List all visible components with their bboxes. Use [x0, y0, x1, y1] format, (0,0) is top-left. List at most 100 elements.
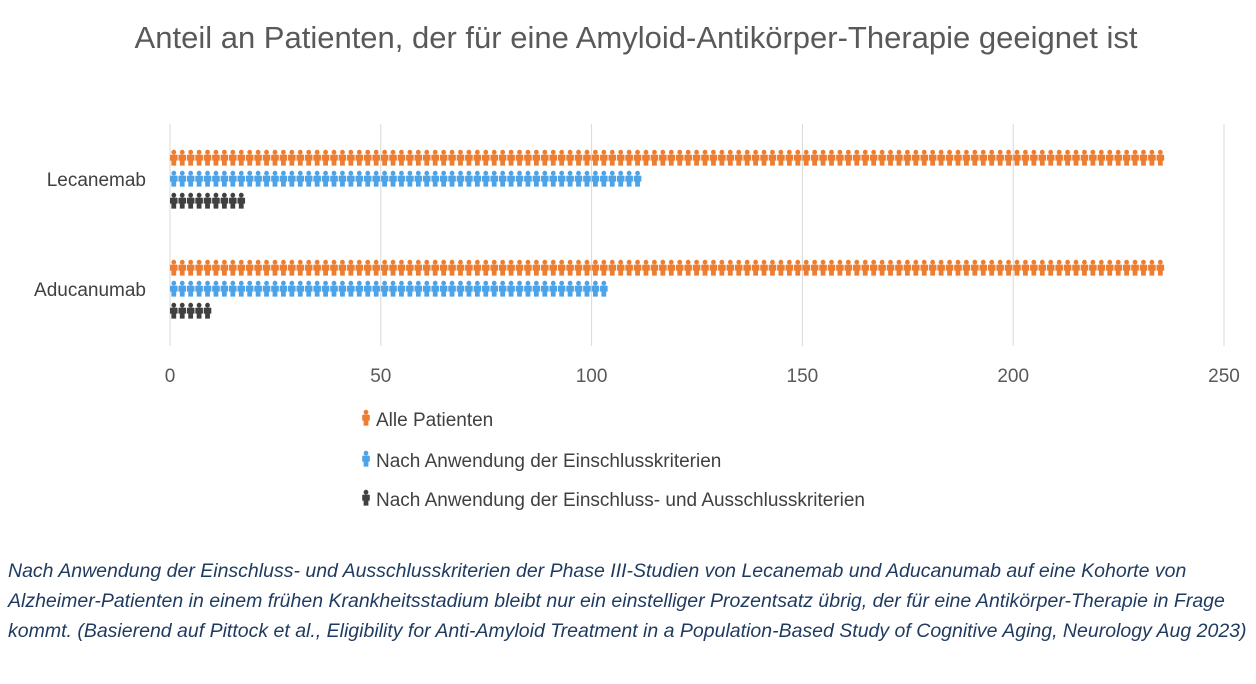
- gridlines: [169, 124, 1225, 346]
- person-icon: [212, 170, 220, 187]
- person-icon: [777, 259, 785, 276]
- person-icon: [338, 170, 347, 187]
- person-icon: [861, 149, 870, 166]
- person-icon: [920, 259, 929, 276]
- person-icon: [836, 149, 844, 166]
- person-icon: [195, 259, 203, 276]
- person-icon: [1063, 259, 1072, 276]
- person-icon: [245, 170, 254, 187]
- person-icon: [237, 280, 246, 297]
- person-icon: [313, 280, 321, 297]
- person-icon: [498, 170, 507, 187]
- person-icon: [254, 170, 262, 187]
- person-icon: [912, 149, 920, 166]
- x-axis: 0 50 100 150 200 250: [165, 366, 1240, 387]
- person-icon: [574, 170, 583, 187]
- person-icon: [869, 259, 878, 276]
- person-icon: [591, 280, 600, 297]
- person-icon: [625, 170, 633, 187]
- person-icon: [330, 170, 338, 187]
- person-icon: [448, 149, 456, 166]
- person-icon: [574, 259, 583, 276]
- person-icon: [650, 149, 659, 166]
- person-icon: [220, 170, 229, 187]
- person-icon: [591, 170, 600, 187]
- person-icon: [431, 280, 439, 297]
- person-icon: [288, 280, 296, 297]
- person-icon: [642, 259, 650, 276]
- person-icon: [296, 259, 305, 276]
- person-icon: [810, 149, 819, 166]
- person-icon: [490, 149, 499, 166]
- person-icon: [903, 149, 912, 166]
- person-icon: [473, 170, 482, 187]
- person-icon: [203, 170, 212, 187]
- person-icon: [456, 280, 465, 297]
- person-icon: [245, 280, 254, 297]
- person-icon: [288, 259, 296, 276]
- person-icon: [254, 149, 262, 166]
- person-icon: [279, 170, 288, 187]
- person-icon: [456, 149, 465, 166]
- person-icon: [616, 149, 625, 166]
- x-tick-label: 0: [165, 366, 176, 387]
- person-icon: [987, 259, 996, 276]
- person-icon: [262, 280, 271, 297]
- person-icon: [1030, 149, 1038, 166]
- person-icon: [675, 259, 684, 276]
- person-icon: [271, 149, 279, 166]
- person-icon: [481, 170, 490, 187]
- person-icon: [810, 259, 819, 276]
- legend-item: Nach Anwendung der Einschluss- und Aussc…: [362, 489, 865, 511]
- person-icon: [1046, 259, 1055, 276]
- person-icon: [886, 149, 895, 166]
- person-icon: [203, 192, 212, 209]
- person-icon: [971, 149, 979, 166]
- person-icon: [819, 149, 827, 166]
- person-icon: [507, 259, 515, 276]
- person-icon: [229, 259, 237, 276]
- person-icon: [389, 259, 397, 276]
- person-icon: [701, 149, 709, 166]
- person-icon: [541, 170, 549, 187]
- person-icon: [178, 302, 187, 319]
- person-icon: [245, 149, 254, 166]
- person-icon: [844, 149, 853, 166]
- person-icon: [355, 259, 364, 276]
- person-icon: [338, 149, 347, 166]
- person-icon: [271, 170, 279, 187]
- person-icon: [237, 259, 246, 276]
- person-icon: [304, 149, 313, 166]
- person-icon: [743, 259, 751, 276]
- person-icon: [313, 259, 321, 276]
- person-icon: [1097, 259, 1106, 276]
- person-icon: [498, 149, 507, 166]
- person-icon: [481, 149, 490, 166]
- person-icon: [971, 259, 979, 276]
- person-icon: [954, 259, 962, 276]
- person-icon: [793, 149, 802, 166]
- person-icon: [380, 149, 389, 166]
- person-icon: [515, 170, 524, 187]
- person-icon: [616, 259, 625, 276]
- person-icon: [212, 149, 220, 166]
- person-icon: [220, 149, 229, 166]
- person-icon: [583, 170, 591, 187]
- person-icon: [422, 170, 431, 187]
- person-icon: [566, 259, 574, 276]
- bar-aducanumab-series-1: [170, 259, 1165, 276]
- person-icon: [254, 280, 262, 297]
- person-icon: [1063, 149, 1072, 166]
- person-icon: [363, 259, 372, 276]
- person-icon: [448, 170, 456, 187]
- person-icon: [203, 302, 212, 319]
- person-icon: [557, 280, 566, 297]
- bar-lecanemab-series-3: [170, 192, 246, 209]
- person-icon: [254, 259, 262, 276]
- person-icon: [186, 170, 195, 187]
- person-icon: [557, 170, 566, 187]
- person-icon: [895, 259, 903, 276]
- person-icon: [827, 149, 836, 166]
- person-icon: [372, 170, 380, 187]
- person-icon: [338, 280, 347, 297]
